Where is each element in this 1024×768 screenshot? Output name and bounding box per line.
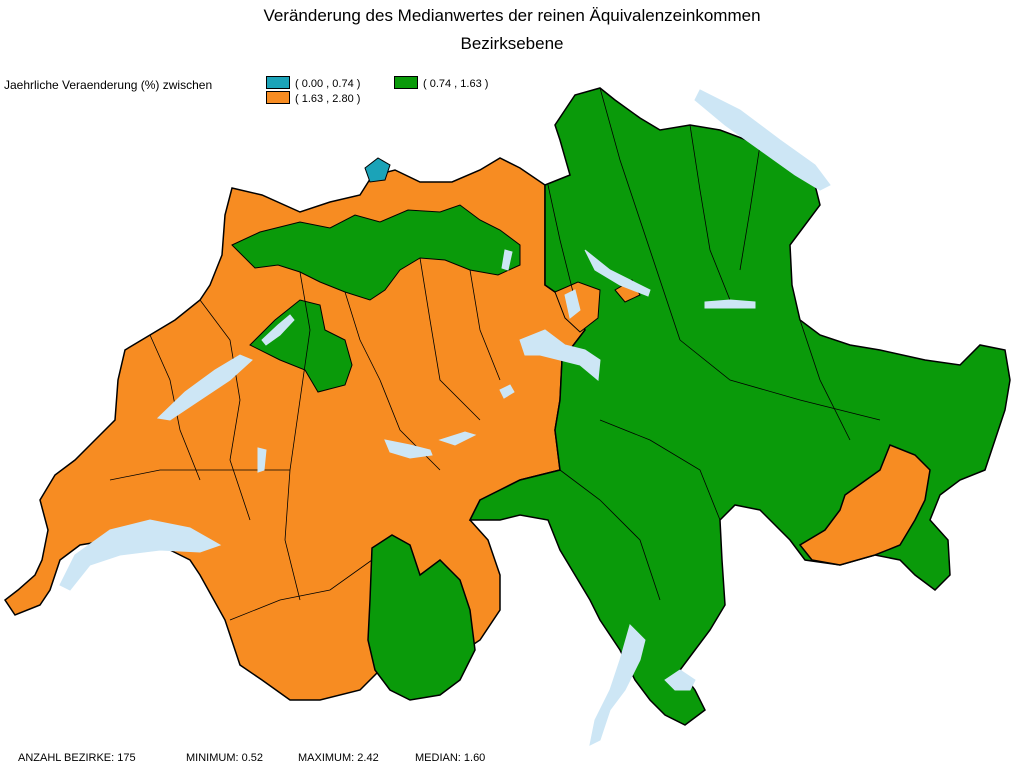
map-subtitle: Bezirksebene — [460, 34, 564, 53]
footer-minimum: MINIMUM: 0.52 — [186, 752, 264, 764]
footer-median: MEDIAN: 1.60 — [415, 752, 486, 764]
footer-maximum: MAXIMUM: 2.42 — [298, 752, 379, 764]
map-title: Veränderung des Medianwertes der reinen … — [263, 6, 761, 25]
legend-range-low: ( 0.00 , 0.74 ) — [295, 78, 361, 90]
region-seeland-green — [249, 299, 353, 393]
legend-range-high: ( 1.63 , 2.80 ) — [295, 93, 361, 105]
lake-geneva — [59, 519, 222, 591]
lake-thun — [384, 439, 433, 459]
lake-constance — [694, 89, 831, 191]
region-valais-green — [367, 534, 476, 701]
lake-lucerne — [519, 329, 601, 381]
region-teal — [364, 157, 391, 183]
lakes — [59, 89, 831, 746]
legend-swatch-high — [266, 91, 290, 104]
lake-lugano — [664, 669, 696, 691]
switzerland-map — [3, 87, 1011, 746]
lake-hallwil — [501, 249, 513, 271]
lake-walen — [704, 299, 756, 309]
lake-brienz — [438, 431, 477, 446]
region-north-green — [231, 204, 521, 301]
region-engadin-orange — [798, 444, 931, 566]
legend-swatch-mid — [394, 76, 418, 89]
legend-label: Jaehrliche Veraenderung (%) zwischen — [4, 78, 213, 92]
lake-biel — [261, 314, 295, 346]
legend-swatch-low — [266, 76, 290, 89]
lake-sempach — [499, 384, 515, 399]
lake-neuchatel — [156, 354, 253, 421]
lake-zurich — [584, 249, 651, 297]
lake-maggiore — [589, 624, 646, 746]
lake-zug — [564, 289, 581, 319]
footer-district-count: ANZAHL BEZIRKE: 175 — [18, 752, 136, 764]
legend-range-mid: ( 0.74 , 1.63 ) — [423, 78, 489, 90]
lake-gruyere — [257, 447, 267, 473]
district-borders — [109, 87, 881, 621]
